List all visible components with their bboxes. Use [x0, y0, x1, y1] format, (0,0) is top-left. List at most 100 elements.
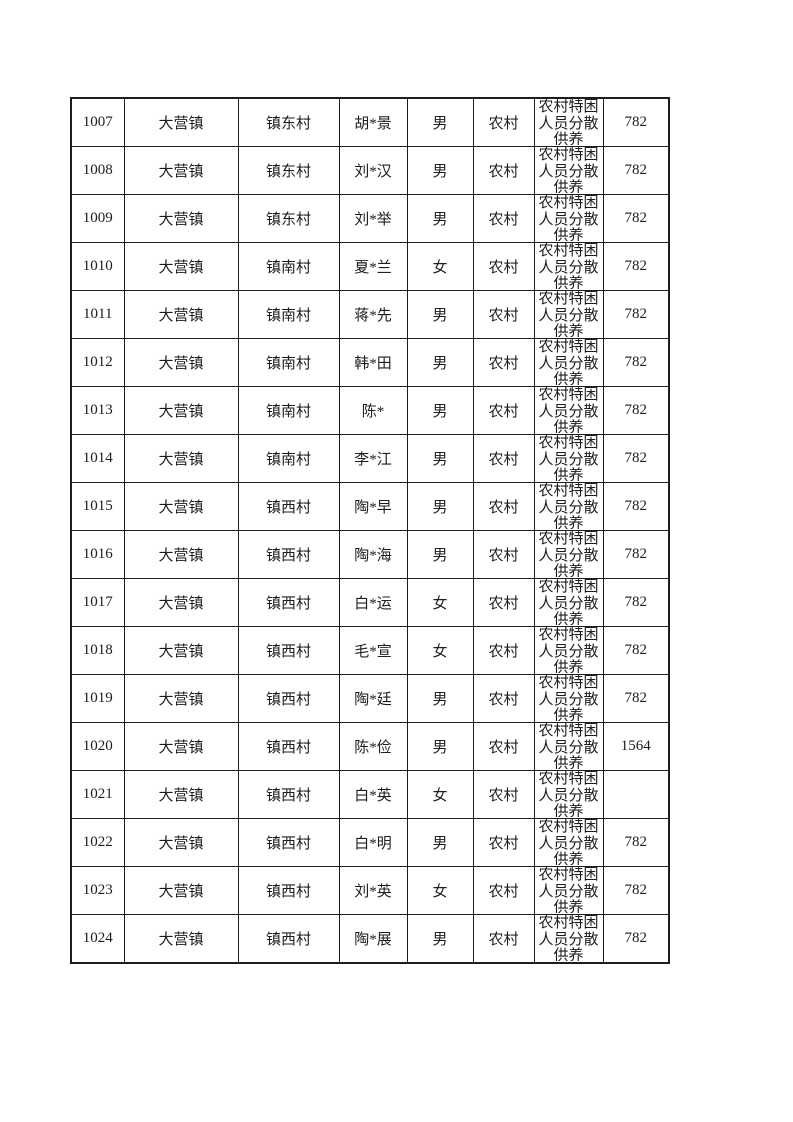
cell-gender: 女	[406, 626, 474, 675]
cell-person-name: 陶*廷	[338, 674, 408, 723]
cell-assistance-category: 农村特困人员分散供养	[533, 914, 604, 964]
cell-gender: 男	[406, 97, 474, 147]
cell-residence-type: 农村	[472, 578, 535, 627]
cell-residence-type: 农村	[472, 146, 535, 195]
table-row: 1023 大营镇 镇西村 刘*英 女 农村 农村特困人员分散供养 782	[70, 866, 670, 915]
cell-amount: 782	[602, 146, 670, 195]
cell-town: 大营镇	[123, 146, 239, 195]
cell-residence-type: 农村	[472, 97, 535, 147]
cell-assistance-category: 农村特困人员分散供养	[533, 434, 604, 483]
table-row: 1014 大营镇 镇南村 李*江 男 农村 农村特困人员分散供养 782	[70, 434, 670, 483]
cell-assistance-category: 农村特困人员分散供养	[533, 866, 604, 915]
assistance-category-text: 农村特困人员分散供养	[538, 147, 599, 194]
cell-residence-type: 农村	[472, 338, 535, 387]
cell-person-name: 刘*英	[338, 866, 408, 915]
cell-village: 镇西村	[237, 866, 340, 915]
cell-residence-type: 农村	[472, 290, 535, 339]
cell-assistance-category: 农村特困人员分散供养	[533, 674, 604, 723]
cell-residence-type: 农村	[472, 626, 535, 675]
cell-assistance-category: 农村特困人员分散供养	[533, 626, 604, 675]
cell-residence-type: 农村	[472, 818, 535, 867]
cell-person-name: 刘*汉	[338, 146, 408, 195]
cell-assistance-category: 农村特困人员分散供养	[533, 386, 604, 435]
table-row: 1021 大营镇 镇西村 白*英 女 农村 农村特困人员分散供养	[70, 770, 670, 819]
cell-gender: 男	[406, 434, 474, 483]
cell-assistance-category: 农村特困人员分散供养	[533, 770, 604, 819]
cell-person-name: 蒋*先	[338, 290, 408, 339]
cell-amount: 782	[602, 242, 670, 291]
cell-person-name: 陶*展	[338, 914, 408, 964]
table-row: 1009 大营镇 镇东村 刘*举 男 农村 农村特困人员分散供养 782	[70, 194, 670, 243]
cell-assistance-category: 农村特困人员分散供养	[533, 290, 604, 339]
cell-amount: 782	[602, 338, 670, 387]
cell-amount: 782	[602, 674, 670, 723]
cell-village: 镇西村	[237, 770, 340, 819]
cell-village: 镇南村	[237, 338, 340, 387]
cell-record-id: 1020	[70, 722, 125, 771]
cell-residence-type: 农村	[472, 434, 535, 483]
assistance-category-text: 农村特困人员分散供养	[538, 99, 599, 145]
cell-town: 大营镇	[123, 194, 239, 243]
cell-gender: 男	[406, 674, 474, 723]
cell-village: 镇西村	[237, 530, 340, 579]
cell-person-name: 白*明	[338, 818, 408, 867]
cell-amount: 1564	[602, 722, 670, 771]
welfare-records-table: 1007 大营镇 镇东村 胡*景 男 农村 农村特困人员分散供养 782 100…	[70, 97, 670, 964]
table-row: 1012 大营镇 镇南村 韩*田 男 农村 农村特困人员分散供养 782	[70, 338, 670, 387]
table-row: 1018 大营镇 镇西村 毛*宣 女 农村 农村特困人员分散供养 782	[70, 626, 670, 675]
cell-amount: 782	[602, 626, 670, 675]
cell-town: 大营镇	[123, 482, 239, 531]
cell-gender: 男	[406, 818, 474, 867]
cell-record-id: 1007	[70, 97, 125, 147]
cell-amount	[602, 770, 670, 819]
cell-residence-type: 农村	[472, 530, 535, 579]
cell-person-name: 陶*早	[338, 482, 408, 531]
table-row: 1020 大营镇 镇西村 陈*俭 男 农村 农村特困人员分散供养 1564	[70, 722, 670, 771]
cell-village: 镇西村	[237, 578, 340, 627]
cell-amount: 782	[602, 914, 670, 964]
assistance-category-text: 农村特困人员分散供养	[538, 723, 599, 770]
cell-town: 大营镇	[123, 290, 239, 339]
cell-amount: 782	[602, 290, 670, 339]
table-row: 1007 大营镇 镇东村 胡*景 男 农村 农村特困人员分散供养 782	[70, 97, 670, 147]
cell-record-id: 1016	[70, 530, 125, 579]
cell-gender: 女	[406, 866, 474, 915]
cell-gender: 男	[406, 386, 474, 435]
cell-person-name: 白*运	[338, 578, 408, 627]
cell-record-id: 1012	[70, 338, 125, 387]
cell-town: 大营镇	[123, 722, 239, 771]
cell-town: 大营镇	[123, 530, 239, 579]
cell-assistance-category: 农村特困人员分散供养	[533, 578, 604, 627]
assistance-category-text: 农村特困人员分散供养	[538, 867, 599, 914]
assistance-category-text: 农村特困人员分散供养	[538, 291, 599, 338]
cell-gender: 男	[406, 482, 474, 531]
cell-village: 镇南村	[237, 386, 340, 435]
assistance-category-text: 农村特困人员分散供养	[538, 339, 599, 386]
cell-record-id: 1017	[70, 578, 125, 627]
cell-assistance-category: 农村特困人员分散供养	[533, 194, 604, 243]
cell-amount: 782	[602, 818, 670, 867]
cell-town: 大营镇	[123, 626, 239, 675]
cell-assistance-category: 农村特困人员分散供养	[533, 242, 604, 291]
assistance-category-text: 农村特困人员分散供养	[538, 915, 599, 961]
cell-village: 镇南村	[237, 290, 340, 339]
cell-record-id: 1009	[70, 194, 125, 243]
cell-town: 大营镇	[123, 338, 239, 387]
cell-record-id: 1008	[70, 146, 125, 195]
cell-assistance-category: 农村特困人员分散供养	[533, 722, 604, 771]
cell-village: 镇南村	[237, 242, 340, 291]
cell-town: 大营镇	[123, 770, 239, 819]
cell-residence-type: 农村	[472, 194, 535, 243]
cell-gender: 男	[406, 194, 474, 243]
cell-gender: 男	[406, 722, 474, 771]
cell-gender: 男	[406, 530, 474, 579]
cell-person-name: 白*英	[338, 770, 408, 819]
cell-gender: 女	[406, 242, 474, 291]
table-body: 1007 大营镇 镇东村 胡*景 男 农村 农村特困人员分散供养 782 100…	[70, 97, 670, 964]
cell-amount: 782	[602, 194, 670, 243]
cell-village: 镇东村	[237, 194, 340, 243]
cell-amount: 782	[602, 530, 670, 579]
cell-village: 镇西村	[237, 722, 340, 771]
cell-town: 大营镇	[123, 97, 239, 147]
